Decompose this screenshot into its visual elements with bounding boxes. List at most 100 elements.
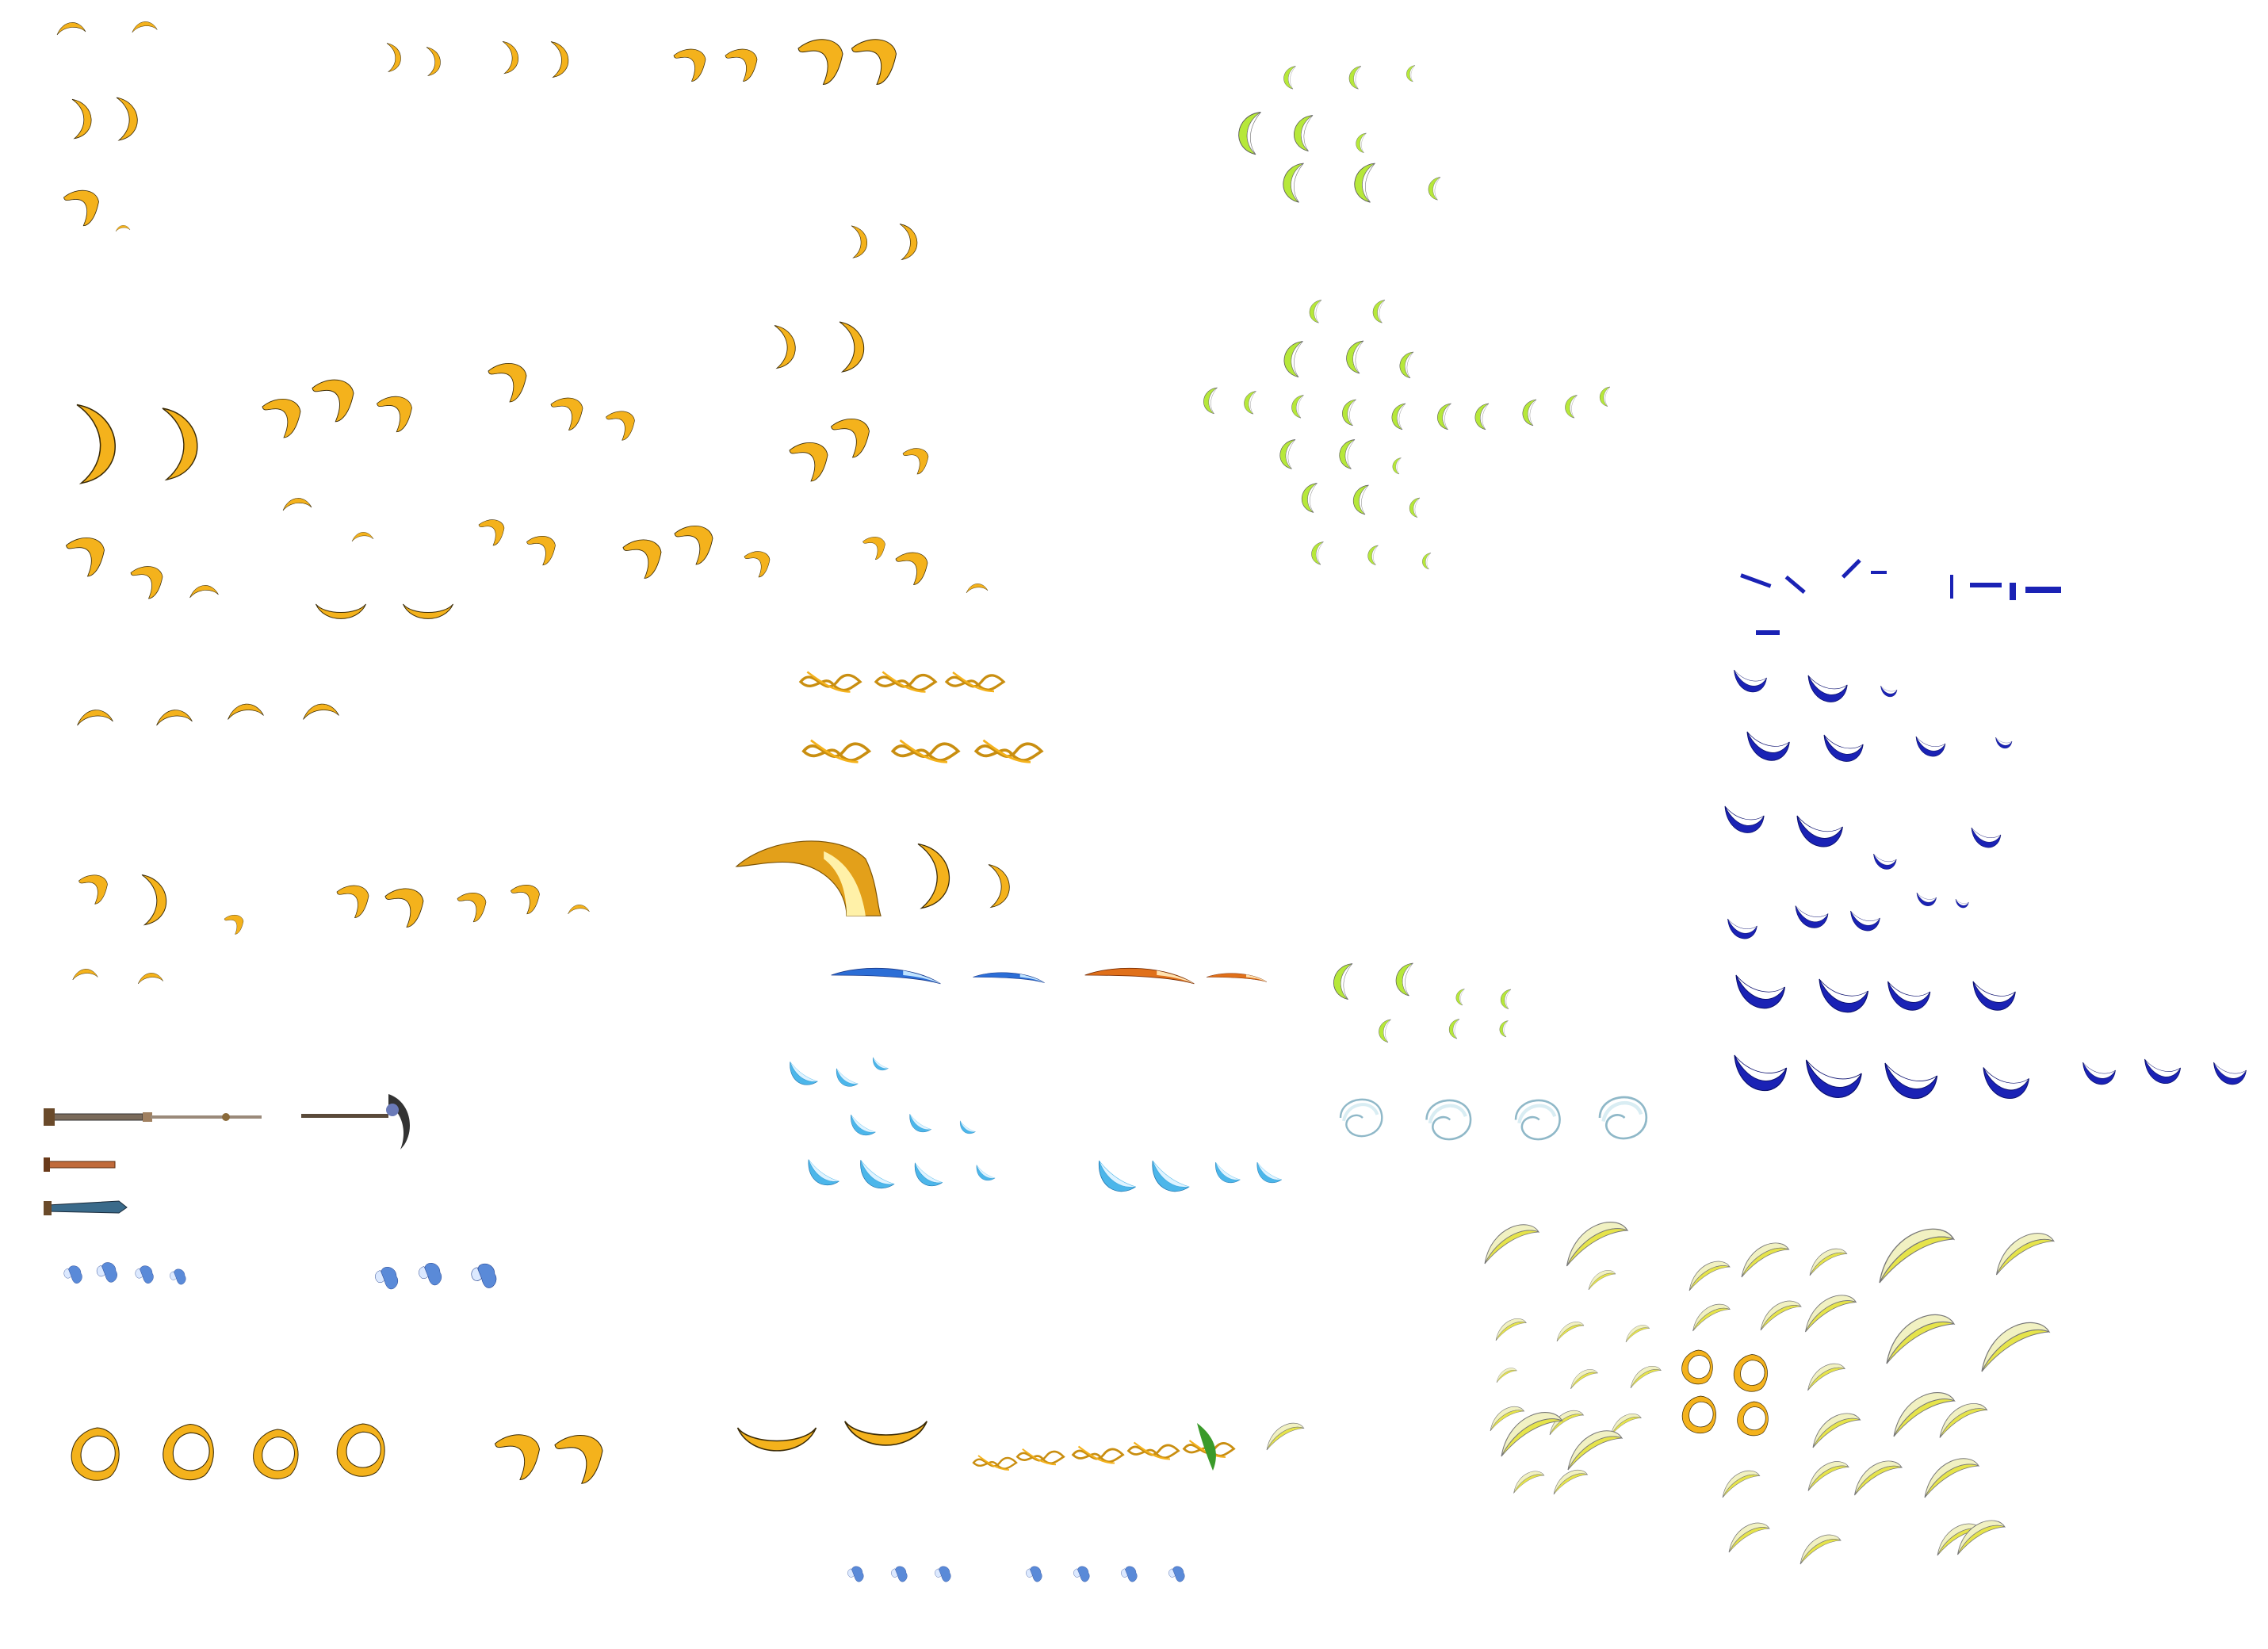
gold-crescent-sprite <box>502 40 519 75</box>
sky-crescent-sprite <box>976 1165 996 1181</box>
gold-hook-sprite <box>494 1434 541 1481</box>
lime-crescent-sprite <box>1339 439 1356 469</box>
navy-crescent-sprite <box>1983 1066 2030 1100</box>
blue-fan-sprite <box>63 1265 82 1284</box>
gold-arc-sprite <box>56 21 86 36</box>
navy-crescent-sprite <box>1734 669 1767 693</box>
pale-crescent-sprite <box>1886 1314 1955 1364</box>
spear-sprite <box>151 1113 262 1121</box>
pale-crescent-sprite <box>1556 1321 1585 1342</box>
sky-crescent-sprite <box>836 1068 859 1087</box>
gold-smile-sprite <box>736 1427 817 1452</box>
pale-crescent-sprite <box>1809 1248 1848 1276</box>
lime-crescent-sprite <box>1500 989 1512 1009</box>
gold-hook-sprite <box>550 397 583 430</box>
lime-crescent-sprite <box>1283 163 1305 203</box>
lime-crescent-sprite <box>1406 65 1416 82</box>
pale-crescent-sprite <box>1981 1322 2050 1372</box>
pale-crescent-sprite <box>1266 1422 1305 1451</box>
gold-arc-sprite <box>132 21 158 33</box>
gold-smile-sprite <box>843 1420 928 1446</box>
gold-hook-sprite <box>66 537 105 577</box>
gold-hook-sprite <box>384 888 424 928</box>
navy-crescent-sprite <box>2144 1058 2182 1085</box>
navy-tick-row <box>1740 558 2061 635</box>
pale-crescent-sprite <box>1496 1367 1518 1383</box>
lime-crescent-sprite <box>1333 963 1353 1000</box>
pale-crescent-sprite <box>1722 1470 1761 1498</box>
navy-crescent-sprite <box>1887 981 1931 1011</box>
pale-crescent-sprite <box>1807 1363 1845 1391</box>
navy-crescent-sprite <box>1805 1059 1863 1099</box>
lime-crescent-sprite <box>1291 395 1304 419</box>
pale-crescent-sprite <box>1553 1469 1588 1495</box>
gold-knot-sprite <box>799 670 862 694</box>
gold-crescent-sprite <box>917 843 950 909</box>
sky-crescent-sprite <box>1256 1161 1283 1184</box>
scythe-sprite <box>301 1094 410 1150</box>
gold-knot-sprite <box>1015 1447 1065 1467</box>
navy-crescent-sprite <box>1955 898 1969 909</box>
sky-crescent-sprite <box>1152 1160 1190 1192</box>
pale-crescent-sprite <box>1567 1430 1623 1471</box>
pale-crescent-sprite <box>1812 1413 1861 1448</box>
gold-crescent-sprite <box>162 407 198 480</box>
blue-fan-sprite <box>1121 1566 1138 1582</box>
gold-hook-sprite <box>622 539 662 580</box>
lime-crescent-sprite <box>1428 177 1441 201</box>
pale-crescent-sprite <box>1760 1300 1802 1331</box>
lime-crescent-sprite <box>1311 541 1324 565</box>
pale-crescent-sprite <box>1625 1324 1650 1343</box>
navy-crescent-sprite <box>1849 910 1880 932</box>
lime-crescent-sprite <box>1309 299 1322 323</box>
orange-streak-sprite <box>1084 967 1195 985</box>
gold-arc-sprite <box>568 904 590 915</box>
gold-hook-sprite <box>830 418 870 458</box>
sky-crescent-sprite <box>914 1162 943 1187</box>
blue-fan-sprite <box>891 1566 908 1582</box>
gold-hook-sprite <box>895 552 928 585</box>
blade-sprite <box>44 1200 128 1215</box>
gold-crescent-sprite <box>988 863 1010 909</box>
lime-crescent-sprite <box>1203 387 1218 415</box>
sky-crescent-sprite <box>1215 1161 1241 1184</box>
sky-crescents-group <box>790 967 1283 1582</box>
gold-knot-sprite <box>1073 1447 1123 1463</box>
pale-crescent-sprite <box>1741 1242 1789 1278</box>
gold-hook-sprite <box>851 39 897 86</box>
sky-crescent-sprite <box>808 1159 840 1186</box>
gold-knot-sprite <box>1129 1443 1179 1460</box>
pale-swirl-sprite <box>1516 1100 1560 1139</box>
pale-crescent-sprite <box>1807 1461 1849 1491</box>
pale-crescent-sprite <box>1692 1303 1731 1332</box>
gold-arc-sprite <box>189 585 219 599</box>
gold-ring-sprite <box>163 1423 214 1481</box>
blue-streak-sprite <box>831 967 941 985</box>
lime-crescents-group <box>1203 65 1611 1043</box>
gold-hook-sprite <box>797 39 843 86</box>
lime-crescent-sprite <box>1367 545 1379 565</box>
gold-knot-sprite <box>891 738 960 764</box>
gold-crescent-sprite <box>550 40 569 78</box>
gold-ring-sprite <box>71 1427 120 1481</box>
blue-fan-sprite <box>847 1566 864 1582</box>
sky-crescent-sprite <box>872 1057 889 1071</box>
lime-crescent-sprite <box>1474 403 1490 430</box>
lime-crescent-sprite <box>1392 457 1402 475</box>
pale-crescent-sprite <box>1630 1365 1662 1389</box>
pale-crescent-sprite <box>1689 1261 1731 1291</box>
gold-ring-sprite <box>1681 1395 1716 1434</box>
blue-fan-sprite <box>96 1262 117 1283</box>
lime-crescent-sprite <box>1301 483 1318 513</box>
gold-crescent-sprite <box>141 874 167 926</box>
lime-crescent-sprite <box>1356 132 1367 153</box>
navy-crescent-sprite <box>1727 918 1757 939</box>
sky-crescent-sprite <box>909 1113 932 1133</box>
gold-hook-sprite <box>526 535 556 566</box>
gold-hook-sprite <box>744 551 771 578</box>
pale-crescent-sprite <box>1566 1221 1628 1267</box>
lime-crescent-sprite <box>1409 497 1421 518</box>
gold-arc-sprite <box>351 531 374 542</box>
navy-crescents-group <box>1724 558 2247 1100</box>
navy-crescent-sprite <box>2082 1062 2117 1085</box>
